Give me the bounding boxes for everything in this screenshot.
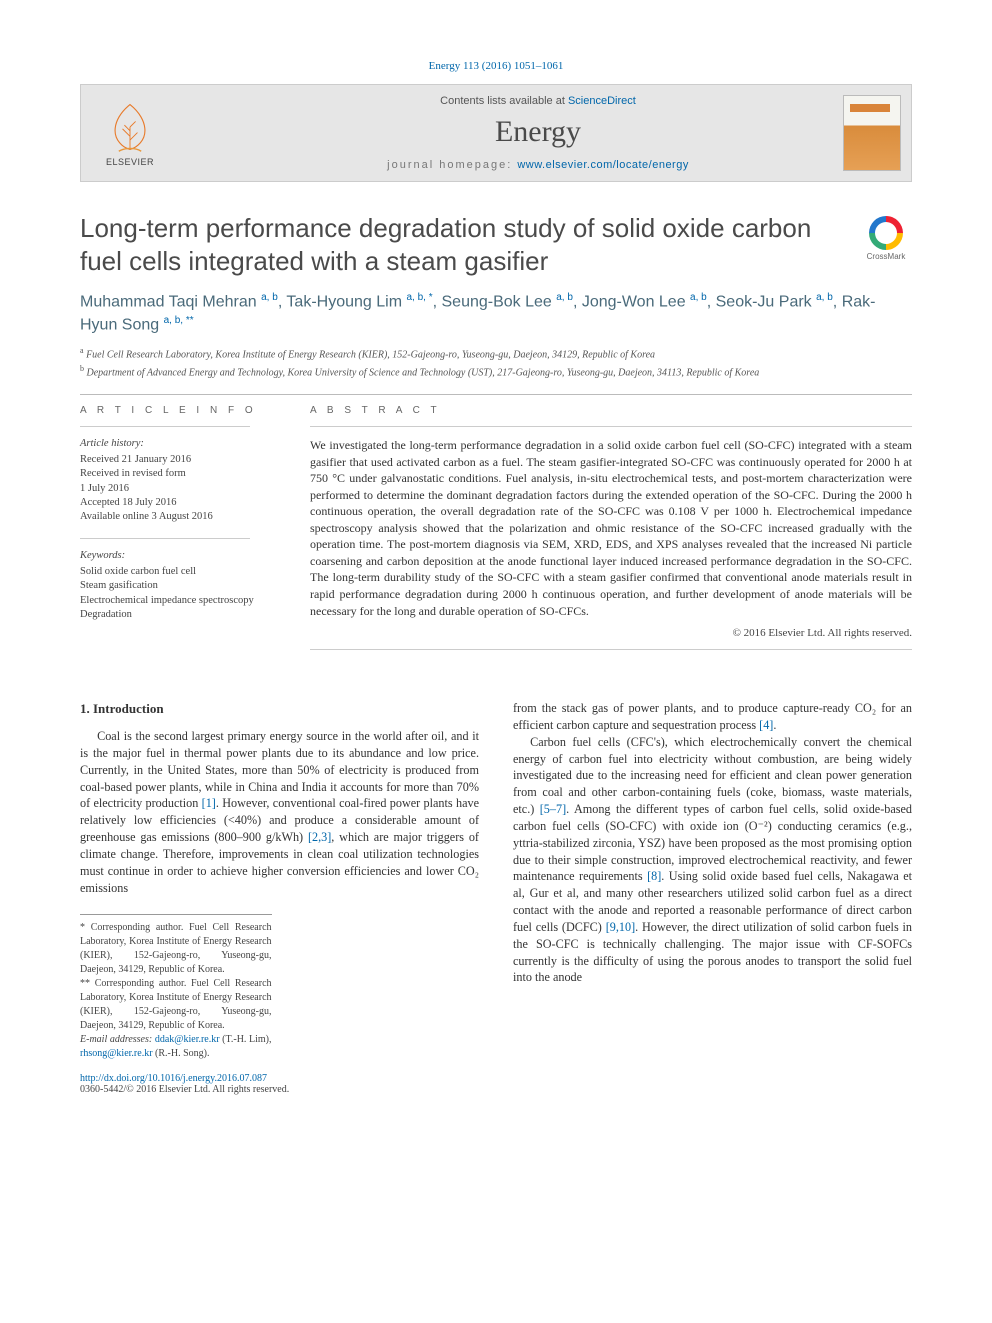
email-link-1[interactable]: ddak@kier.re.kr: [155, 1034, 220, 1045]
citation-ref[interactable]: [9,10]: [606, 920, 635, 934]
history-label: Article history:: [80, 437, 280, 451]
article-title: Long-term performance degradation study …: [80, 212, 840, 277]
publisher-name: ELSEVIER: [106, 157, 154, 167]
article-history: Article history: Received 21 January 201…: [80, 437, 280, 524]
journal-homepage-line: journal homepage: www.elsevier.com/locat…: [179, 159, 897, 171]
corresponding-author-footnotes: * Corresponding author. Fuel Cell Resear…: [80, 914, 272, 1061]
abstract-column: A B S T R A C T We investigated the long…: [310, 405, 912, 660]
footnote-corresponding-1: * Corresponding author. Fuel Cell Resear…: [80, 921, 272, 977]
journal-homepage-link[interactable]: www.elsevier.com/locate/energy: [517, 159, 689, 171]
citation-ref[interactable]: [1]: [202, 796, 216, 810]
crossmark-label: CrossMark: [867, 252, 906, 261]
journal-name: Energy: [179, 115, 897, 149]
footnote-corresponding-2: ** Corresponding author. Fuel Cell Resea…: [80, 977, 272, 1033]
affiliation: a Fuel Cell Research Laboratory, Korea I…: [80, 346, 912, 362]
citation-ref[interactable]: [2,3]: [308, 830, 331, 844]
article-info-heading: A R T I C L E I N F O: [80, 405, 280, 416]
citation-ref[interactable]: [8]: [647, 869, 661, 883]
crossmark-icon: [869, 216, 903, 250]
citation-ref[interactable]: [5–7]: [540, 802, 566, 816]
doi-link[interactable]: http://dx.doi.org/10.1016/j.energy.2016.…: [80, 1073, 267, 1084]
homepage-label: journal homepage:: [387, 159, 517, 171]
email-who-1: (T.-H. Lim),: [220, 1034, 272, 1045]
section-heading-intro: 1. Introduction: [80, 700, 479, 718]
email-who-2: (R.-H. Song).: [153, 1048, 210, 1059]
intro-paragraph-2: Carbon fuel cells (CFC's), which electro…: [513, 734, 912, 986]
article-info-column: A R T I C L E I N F O Article history: R…: [80, 405, 280, 660]
issn-copyright-line: 0360-5442/© 2016 Elsevier Ltd. All right…: [80, 1084, 289, 1095]
divider: [80, 394, 912, 395]
journal-masthead: ELSEVIER Contents lists available at Sci…: [80, 84, 912, 182]
intro-paragraph-1: Coal is the second largest primary energ…: [80, 728, 479, 896]
elsevier-logo: ELSEVIER: [95, 99, 165, 167]
body-column-left: 1. Introduction Coal is the second large…: [80, 700, 479, 1061]
footnote-emails: E-mail addresses: ddak@kier.re.kr (T.-H.…: [80, 1033, 272, 1061]
citation-ref[interactable]: [4]: [759, 718, 773, 732]
email-label: E-mail addresses:: [80, 1034, 155, 1045]
contents-prefix: Contents lists available at: [440, 95, 568, 107]
affiliation: b Department of Advanced Energy and Tech…: [80, 364, 912, 380]
contents-available-line: Contents lists available at ScienceDirec…: [179, 95, 897, 107]
abstract-text: We investigated the long-term performanc…: [310, 437, 912, 619]
author-list: Muhammad Taqi Mehran a, b, Tak-Hyoung Li…: [80, 291, 912, 336]
citation-line: Energy 113 (2016) 1051–1061: [80, 60, 912, 72]
sciencedirect-link[interactable]: ScienceDirect: [568, 95, 636, 107]
elsevier-tree-icon: [102, 99, 158, 155]
abstract-heading: A B S T R A C T: [310, 405, 912, 416]
intro-paragraph-1-cont: from the stack gas of power plants, and …: [513, 700, 912, 734]
body-column-right: from the stack gas of power plants, and …: [513, 700, 912, 1061]
abstract-copyright: © 2016 Elsevier Ltd. All rights reserved…: [310, 627, 912, 639]
journal-cover-thumbnail: [843, 95, 901, 171]
crossmark-badge[interactable]: CrossMark: [860, 216, 912, 261]
keywords-label: Keywords:: [80, 549, 280, 563]
keywords-block: Keywords: Solid oxide carbon fuel cellSt…: [80, 549, 280, 622]
email-link-2[interactable]: rhsong@kier.re.kr: [80, 1048, 153, 1059]
doi-block: http://dx.doi.org/10.1016/j.energy.2016.…: [80, 1073, 912, 1095]
